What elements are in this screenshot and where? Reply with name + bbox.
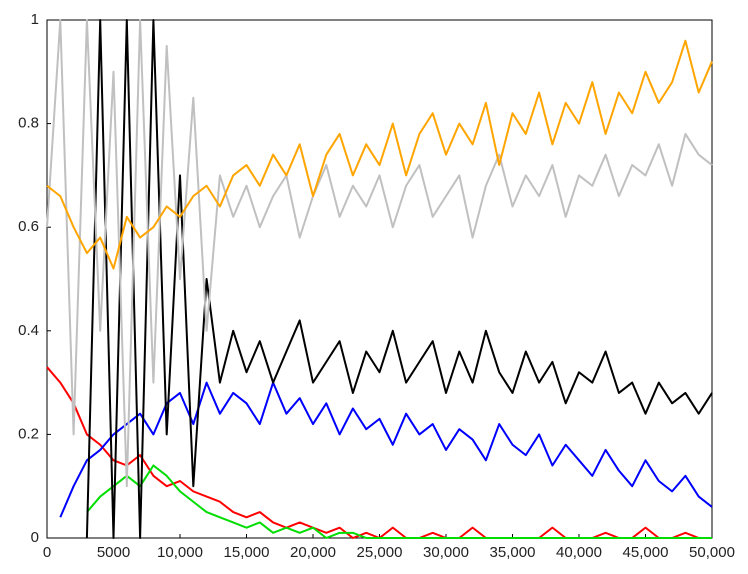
x-tick-label: 30,000: [423, 544, 469, 561]
x-tick-label: 15,000: [224, 544, 270, 561]
series-line: [86, 464, 712, 539]
y-tick-label: 1: [31, 11, 39, 28]
series-line: [59, 381, 713, 518]
series-line: [46, 39, 713, 270]
series-line: [46, 19, 713, 488]
x-tick-label: 45,000: [623, 544, 669, 561]
x-tick-label: 10,000: [157, 544, 203, 561]
x-tick-label: 25,000: [357, 544, 403, 561]
y-tick-label: 0: [31, 529, 39, 546]
y-tick-label: 0.6: [18, 218, 39, 235]
series-line: [46, 366, 712, 539]
y-tick-label: 0.8: [18, 115, 39, 132]
y-tick-label: 0.4: [18, 322, 39, 339]
y-tick-label: 0.2: [18, 425, 39, 442]
x-tick-label: 0: [43, 544, 51, 561]
x-tick-label: 20,000: [290, 544, 336, 561]
x-tick-label: 50,000: [689, 544, 735, 561]
x-tick-label: 35,000: [490, 544, 536, 561]
x-tick-label: 5000: [97, 544, 130, 561]
x-tick-label: 40,000: [556, 544, 602, 561]
series-line: [85, 19, 713, 539]
